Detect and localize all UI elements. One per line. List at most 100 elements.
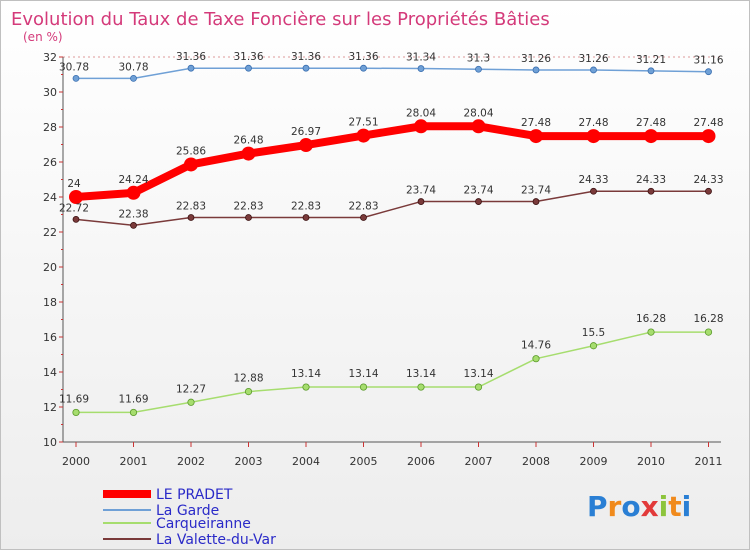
data-label: 23.74	[521, 185, 551, 197]
data-label: 12.88	[233, 373, 263, 385]
axes: 10 12 14 16 18 20 22 24 26 28 30 32 2000 2001 2002 2003…	[43, 51, 723, 468]
data-point	[126, 185, 141, 200]
data-label: 31.16	[693, 55, 723, 67]
series-line	[75, 122, 709, 201]
data-point	[705, 187, 712, 195]
legend-item: LE PRADET	[103, 487, 233, 503]
series-la-valette-du-var: 22.72 22.38 22.83 22.83 22.83 22.83 23.74 23.74…	[59, 174, 724, 229]
legend-item: La Valette-du-Var	[103, 532, 276, 548]
y-tick-label: 14	[43, 366, 57, 379]
data-point	[360, 64, 367, 72]
data-point	[590, 66, 597, 74]
data-label: 31.3	[467, 52, 490, 64]
data-label: 13.14	[406, 368, 436, 380]
x-tick-label: 2003	[235, 455, 263, 468]
data-label: 27.48	[636, 117, 666, 129]
data-point	[302, 64, 310, 72]
data-point	[532, 198, 540, 205]
data-point	[245, 214, 252, 221]
data-label: 24.33	[578, 174, 608, 186]
logo-letter: i	[659, 490, 669, 523]
data-label: 13.14	[291, 368, 321, 380]
y-tick-label: 32	[43, 51, 57, 64]
series-line	[76, 331, 709, 414]
x-tick-label: 2002	[177, 455, 205, 468]
x-tick-label: 2001	[120, 455, 148, 468]
data-label: 24.33	[693, 174, 723, 186]
data-label: 24.24	[118, 174, 148, 186]
y-tick-label: 20	[43, 261, 57, 274]
data-point	[529, 129, 543, 144]
x-tick-label: 2007	[465, 455, 493, 468]
chart-title: Evolution du Taux de Taxe Foncière sur l…	[11, 9, 550, 30]
data-point	[244, 387, 253, 396]
logo-letter: t	[668, 490, 681, 523]
proxiti-logo: Proxiti	[587, 490, 691, 523]
data-label: 11.69	[59, 393, 89, 405]
data-point	[647, 328, 655, 336]
data-point	[590, 187, 597, 195]
logo-text: Proxiti	[587, 490, 691, 523]
data-label: 22.83	[348, 200, 378, 212]
legend-label: LE PRADET	[156, 487, 233, 503]
data-point	[241, 146, 256, 161]
logo-letter: o	[621, 490, 640, 523]
data-label: 13.14	[348, 368, 378, 380]
data-label: 24	[67, 178, 81, 190]
data-point	[417, 65, 425, 72]
legend-label: La Garde	[156, 503, 219, 519]
data-label: 13.14	[463, 368, 493, 380]
data-point	[417, 383, 425, 391]
legend-label: Carqueiranne	[156, 516, 251, 532]
data-label: 28.04	[406, 107, 436, 119]
data-label: 23.74	[406, 185, 436, 197]
data-label: 14.76	[521, 340, 551, 352]
data-point	[417, 198, 425, 205]
data-point	[69, 190, 83, 204]
data-point	[589, 342, 598, 350]
data-label: 22.83	[233, 200, 263, 212]
data-label: 30.78	[59, 61, 89, 73]
data-label: 22.72	[59, 202, 89, 214]
data-point	[184, 157, 198, 172]
data-label: 24.33	[636, 174, 666, 186]
x-tick-label: 2006	[407, 455, 435, 468]
data-point	[359, 383, 368, 391]
data-point	[704, 328, 713, 336]
data-point	[245, 64, 252, 72]
data-point	[586, 129, 601, 144]
data-label: 26.48	[233, 135, 263, 147]
y-tick-label: 30	[43, 86, 57, 99]
data-point	[532, 355, 540, 363]
y-tick-label: 22	[43, 226, 57, 239]
data-label: 22.83	[176, 200, 206, 212]
data-label: 22.83	[291, 200, 321, 212]
x-tick-label: 2008	[522, 455, 550, 468]
data-label: 27.51	[348, 117, 378, 129]
y-unit-label: (en %)	[23, 30, 63, 44]
data-label: 31.36	[176, 51, 206, 63]
data-point	[356, 128, 371, 143]
y-tick-label: 26	[43, 156, 57, 169]
logo-letter: i	[682, 490, 692, 523]
data-point	[187, 214, 195, 221]
data-label: 31.36	[233, 51, 263, 63]
data-point	[187, 64, 195, 72]
data-point	[474, 383, 483, 391]
data-point	[475, 65, 482, 73]
data-point	[414, 119, 428, 134]
data-label: 23.74	[463, 185, 493, 197]
data-point	[471, 119, 486, 134]
data-label: 27.48	[693, 117, 723, 129]
logo-letter: P	[587, 490, 608, 523]
series-la-garde: 30.78 30.78 31.36 31.36 31.36 31.36 31.34 31.3 3…	[59, 51, 724, 82]
data-label: 31.36	[291, 51, 321, 63]
series-line	[76, 67, 709, 80]
data-label: 31.36	[348, 51, 378, 63]
data-label: 15.5	[582, 327, 605, 339]
data-point	[72, 408, 80, 417]
data-point	[130, 221, 137, 229]
